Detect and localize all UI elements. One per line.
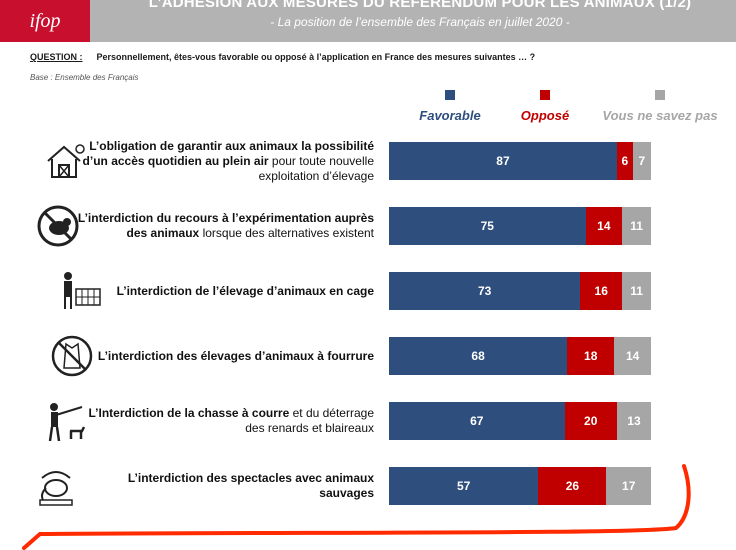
bar-value-label: 16 — [594, 284, 608, 298]
bar-oppose: 16 — [580, 272, 623, 310]
no-animal-testing-icon — [36, 204, 80, 248]
bar-nsp: 14 — [614, 337, 651, 375]
bar-value-label: 11 — [630, 284, 643, 298]
farm-barn-icon — [42, 139, 86, 183]
farmer-with-cages-icon — [58, 269, 102, 313]
legend-label-nsp: Vous ne savez pas — [602, 108, 718, 123]
bar-nsp: 7 — [632, 142, 651, 180]
bar-value-label: 87 — [496, 154, 510, 168]
bar-oppose: 26 — [538, 467, 607, 505]
row-label: L’Interdiction de la chasse à courre et … — [74, 406, 374, 436]
bar-favorable: 75 — [389, 207, 586, 245]
circus-elephant-icon — [34, 464, 78, 508]
bar-value-label: 57 — [456, 479, 471, 493]
row-label: L’interdiction des élevages d’animaux à … — [74, 349, 374, 364]
bar-nsp: 11 — [622, 207, 651, 245]
row-label-bold: L’interdiction des spectacles avec anima… — [127, 471, 374, 500]
legend-label-favorable: Favorable — [419, 108, 481, 123]
logo-text: ifop — [29, 9, 61, 32]
hunter-with-dog-icon — [44, 399, 88, 443]
legend-oppose: Opposé — [500, 90, 590, 123]
question-label: QUESTION : — [30, 52, 83, 62]
bar-value-label: 73 — [477, 284, 492, 298]
legend-swatch-favorable — [445, 90, 455, 100]
bar-favorable: 57 — [389, 467, 539, 505]
bar-value-label: 67 — [470, 414, 484, 428]
legend-favorable: Favorable — [400, 90, 500, 123]
bar-oppose: 6 — [616, 142, 633, 180]
row-label: L’interdiction de l’élevage d’animaux en… — [74, 284, 374, 299]
row-label-rest: lorsque des alternatives existent — [199, 226, 374, 240]
bar-oppose: 20 — [564, 402, 617, 440]
bar-value-label: 13 — [627, 414, 641, 428]
header-band: ifop L’ADHÉSION AUX MESURES DU RÉFÉRENDU… — [0, 0, 736, 42]
ifop-logo: ifop — [0, 0, 90, 42]
row-label-bold: L’obligation de garantir aux animaux la … — [82, 138, 374, 168]
bar-favorable: 73 — [389, 272, 581, 310]
bar-value-label: 6 — [621, 154, 629, 168]
row-label-bold: L’interdiction du recours à l’expériment… — [77, 211, 374, 240]
bar-favorable: 87 — [389, 142, 617, 180]
page-subtitle: - La position de l’ensemble des Français… — [270, 15, 570, 29]
row-label: L’obligation de garantir aux animaux la … — [74, 139, 374, 184]
bar-nsp: 11 — [622, 272, 651, 310]
legend-swatch-oppose — [540, 90, 550, 100]
question-line: QUESTION : Personnellement, êtes-vous fav… — [30, 52, 535, 62]
bar-value-label: 11 — [630, 219, 643, 233]
bar-value-label: 14 — [625, 349, 640, 363]
bar-favorable: 67 — [389, 402, 565, 440]
legend-nsp: Vous ne savez pas — [590, 90, 730, 123]
bar-value-label: 68 — [471, 349, 485, 363]
bar-value-label: 26 — [565, 479, 580, 493]
row-label-bold: L’interdiction des élevages d’animaux à … — [97, 348, 374, 363]
base-note: Base : Ensemble des Français — [30, 73, 139, 82]
bar-value-label: 75 — [480, 219, 494, 233]
bar-favorable: 68 — [389, 337, 568, 375]
bar-nsp: 17 — [606, 467, 651, 505]
row-label-bold: L’Interdiction de la chasse à courre — [88, 406, 290, 420]
legend-swatch-nsp — [655, 90, 665, 100]
bar-value-label: 20 — [584, 414, 598, 428]
row-label-bold: L’interdiction de l’élevage d’animaux en… — [116, 283, 374, 298]
bar-value-label: 14 — [597, 219, 611, 233]
row-label: L’interdiction du recours à l’expériment… — [74, 211, 374, 241]
bar-value-label: 18 — [584, 349, 598, 363]
bar-value-label: 17 — [622, 479, 636, 493]
row-label-rest: pour toute nouvelle exploitation d’éleva… — [258, 153, 374, 183]
legend-label-oppose: Opposé — [520, 108, 570, 123]
bar-oppose: 18 — [567, 337, 615, 375]
bar-nsp: 13 — [616, 402, 651, 440]
bar-value-label: 7 — [638, 154, 646, 168]
page-title: L’ADHÉSION AUX MESURES DU RÉFÉRENDUM POU… — [148, 0, 692, 11]
no-fur-coat-icon — [50, 334, 94, 378]
row-label: L’interdiction des spectacles avec anima… — [74, 471, 374, 501]
question-text: Personnellement, êtes-vous favorable ou … — [96, 52, 536, 62]
row-label-rest: et du déterrage des renards et blaireaux — [245, 406, 374, 435]
bar-oppose: 14 — [585, 207, 623, 245]
